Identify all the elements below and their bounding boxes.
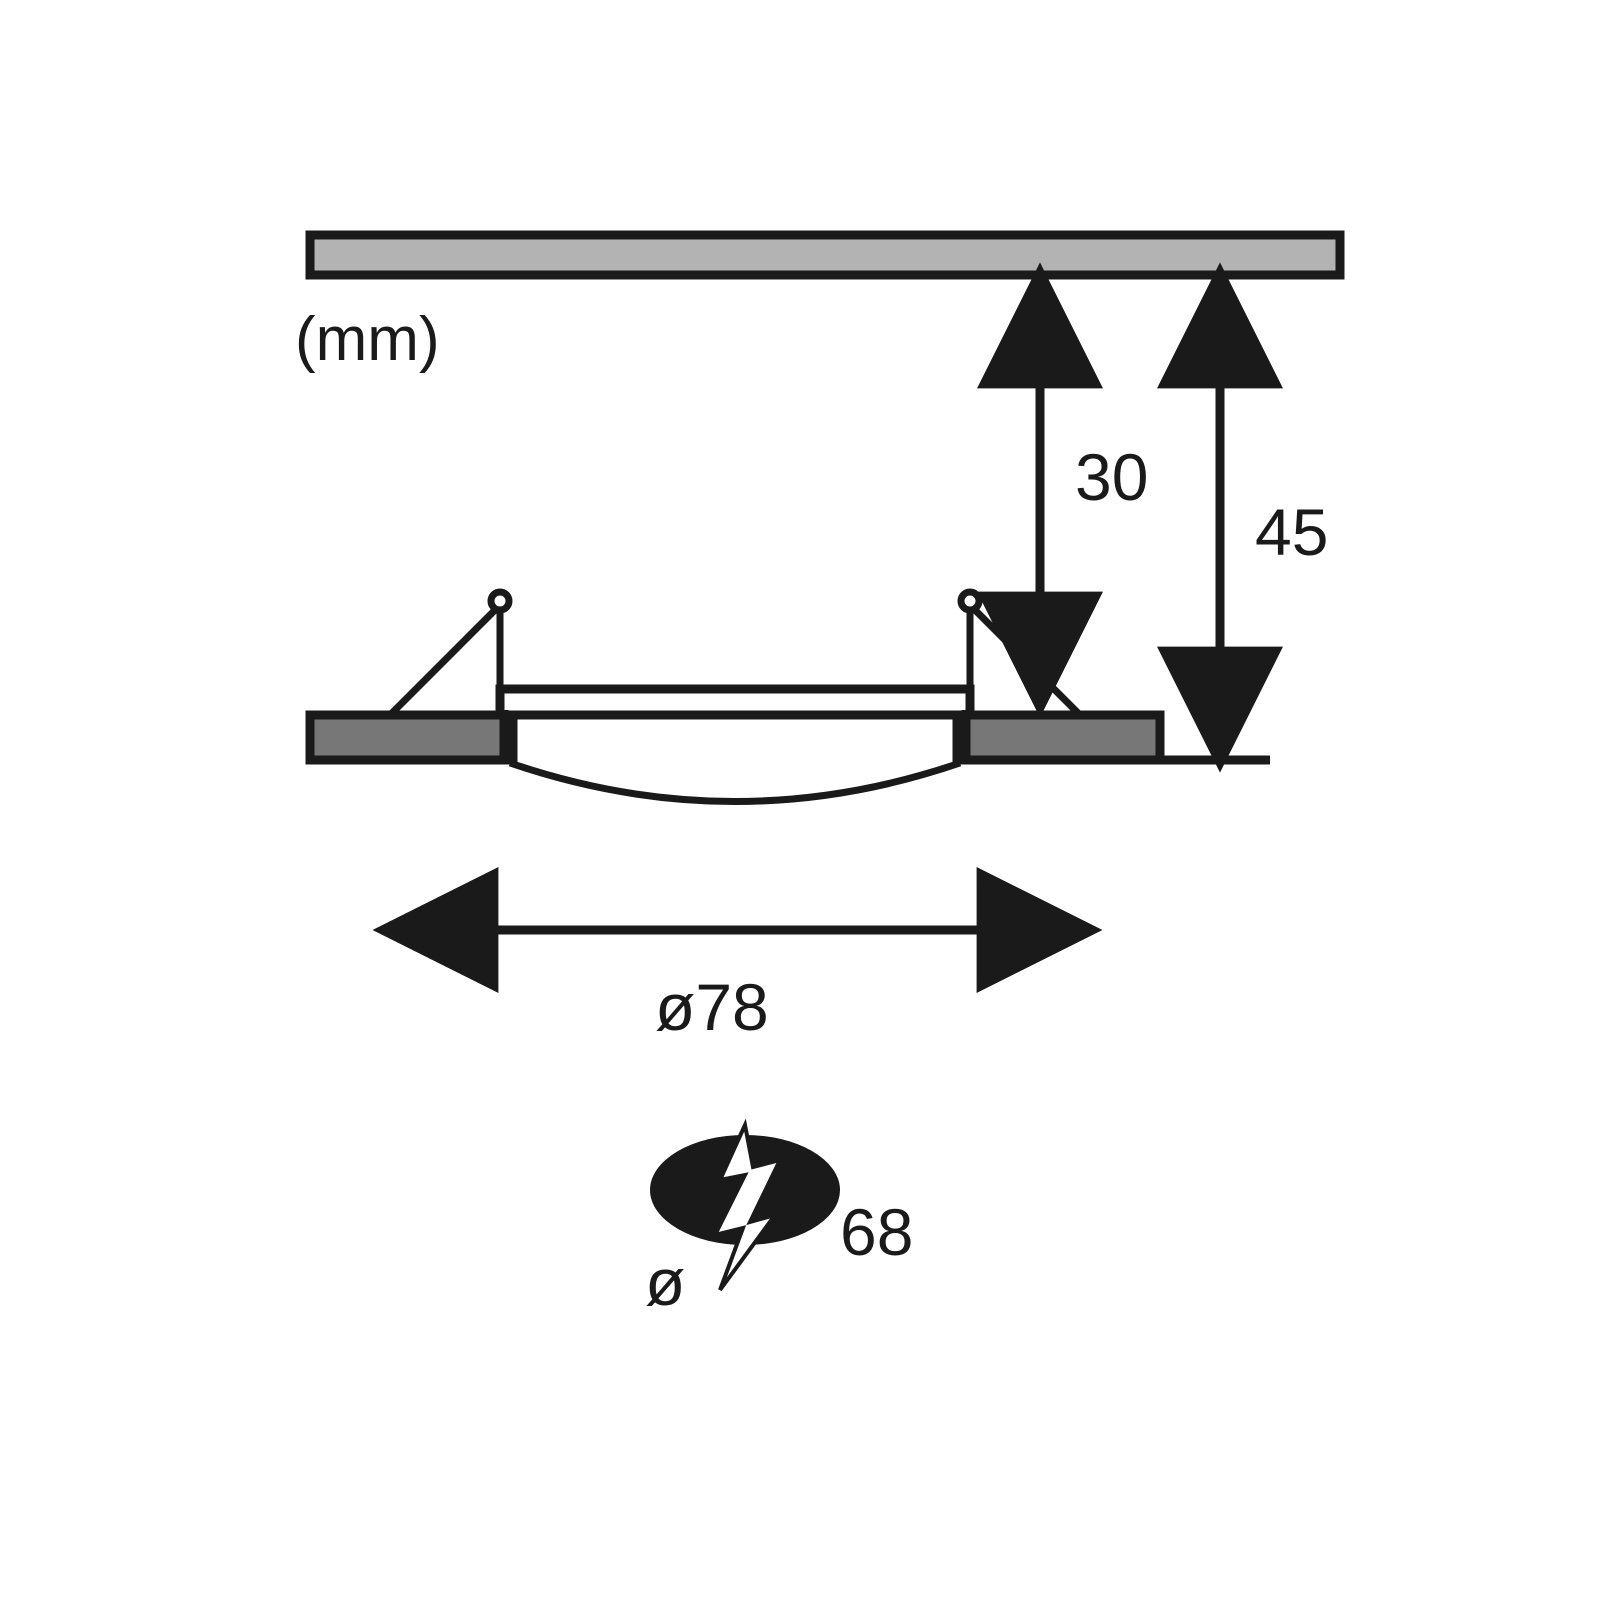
unit-label: (mm)	[295, 305, 440, 374]
cutout-value: 68	[840, 1195, 913, 1269]
spring-clip-right	[961, 592, 1080, 715]
cutout-prefix: ø	[645, 1245, 685, 1319]
ceiling-bar	[310, 235, 1340, 275]
fixture-mid	[500, 689, 970, 715]
technical-diagram: (mm) 45 30 ø78 ø 68	[160, 160, 1440, 1440]
dim-label-30: 30	[1075, 440, 1148, 514]
dim-label-45: 45	[1255, 495, 1328, 569]
fixture-flange-right	[957, 715, 1160, 760]
lens-curve	[510, 763, 960, 802]
dim-label-78: ø78	[655, 970, 769, 1044]
spring-clip-left	[390, 592, 509, 715]
cutout-symbol: ø 68	[645, 1125, 913, 1319]
fixture-flange-left	[310, 715, 513, 760]
diagram-svg: (mm) 45 30 ø78 ø 68	[160, 160, 1440, 1440]
